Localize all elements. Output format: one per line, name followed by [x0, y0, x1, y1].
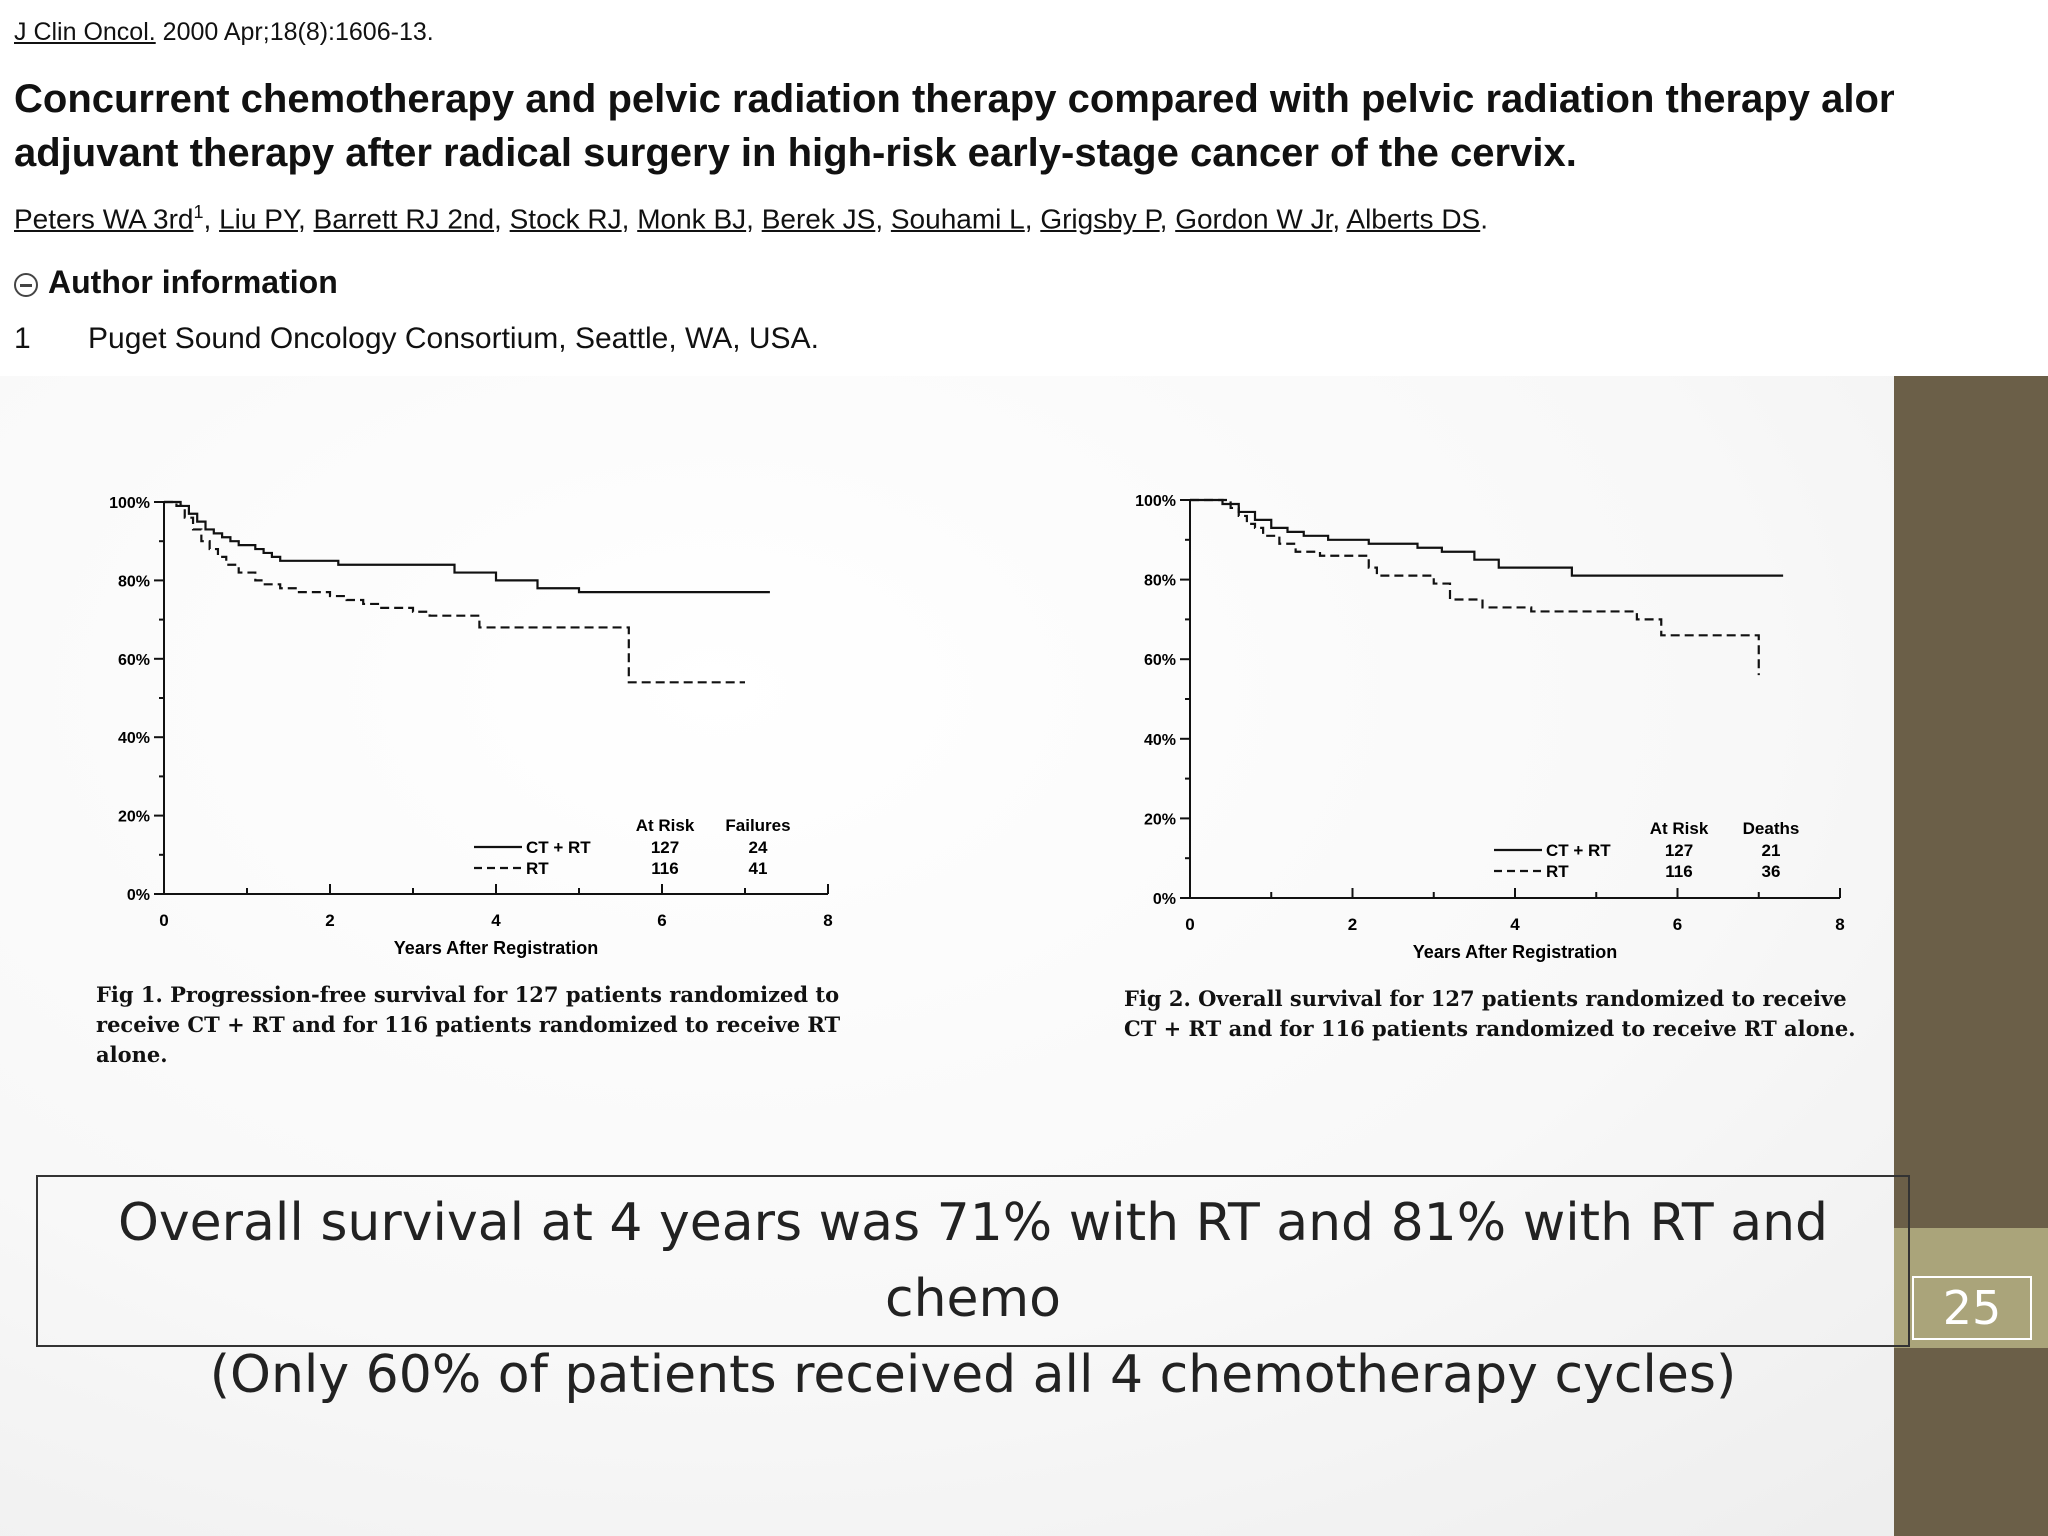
affiliation-number: 1	[14, 322, 31, 355]
fig1-caption: Fig 1. Progression-free survival for 127…	[96, 982, 841, 1067]
x-axis-label: Years After Registration	[394, 938, 598, 958]
x-tick-label: 0	[159, 911, 168, 930]
legend-header-at-risk: At Risk	[636, 816, 695, 835]
y-tick-label: 0%	[127, 887, 150, 904]
slide-sidebar	[1894, 0, 2048, 1536]
series-line-rt	[164, 500, 745, 684]
journal-citation: J Clin Oncol. 2000 Apr;18(8):1606-13.	[14, 18, 434, 47]
author-link[interactable]: Stock RJ	[509, 203, 622, 235]
pfs-chart: 0 2 4 6 80%20%40%60%80%100%Years After Regis…	[109, 495, 833, 958]
sidebar-top-blank	[1894, 0, 2048, 376]
author-link[interactable]: Alberts DS	[1346, 203, 1481, 235]
legend-series-name: CT + RT	[1546, 841, 1611, 860]
legend-at-risk-value: 116	[651, 859, 678, 878]
legend-series-name: RT	[526, 859, 549, 878]
legend-at-risk-value: 116	[1665, 862, 1692, 881]
affiliation-text: Puget Sound Oncology Consortium, Seattle…	[88, 322, 819, 355]
author-link[interactable]: Grigsby P	[1040, 203, 1160, 235]
x-tick-label: 8	[1835, 915, 1844, 934]
legend-series-name: CT + RT	[526, 838, 591, 857]
collapse-minus-icon[interactable]	[14, 272, 38, 297]
author-link[interactable]: Monk BJ	[637, 203, 747, 235]
summary-callout: Overall survival at 4 years was 71% with…	[36, 1175, 1910, 1405]
y-tick-label: 100%	[109, 495, 150, 512]
callout-line-2: (Only 60% of patients received all 4 che…	[209, 1345, 1737, 1405]
y-tick-label: 60%	[118, 652, 150, 669]
legend-series-name: RT	[1546, 862, 1569, 881]
x-tick-label: 2	[1348, 915, 1357, 934]
y-tick-label: 40%	[118, 730, 150, 747]
y-tick-label: 0%	[1153, 891, 1176, 908]
legend-at-risk-value: 127	[651, 838, 679, 857]
x-tick-label: 2	[325, 911, 334, 930]
os-chart: 0 2 4 6 80%20%40%60%80%100%Years After Regis…	[1135, 493, 1845, 962]
series-line-rt	[1190, 498, 1760, 676]
legend-events-value: 41	[749, 859, 768, 878]
page-number: 25	[1912, 1276, 2032, 1340]
citation-details: 2000 Apr;18(8):1606-13.	[155, 18, 434, 46]
x-axis-label: Years After Registration	[1413, 942, 1617, 962]
x-tick-label: 0	[1185, 915, 1194, 934]
legend-at-risk-value: 127	[1665, 841, 1693, 860]
y-tick-label: 80%	[1144, 573, 1176, 590]
y-tick-label: 80%	[118, 573, 150, 590]
legend-header-events: Deaths	[1743, 819, 1800, 838]
author-link[interactable]: Souhami L	[890, 203, 1025, 235]
x-tick-label: 4	[491, 911, 501, 930]
x-tick-label: 4	[1510, 915, 1520, 934]
author-superscript: 1	[193, 202, 204, 222]
author-link[interactable]: Liu PY	[219, 203, 298, 235]
legend-events-value: 24	[749, 838, 768, 857]
y-tick-label: 20%	[1144, 811, 1176, 828]
sidebar-accent-band	[1894, 1228, 2048, 1348]
author-link[interactable]: Berek JS	[761, 203, 876, 235]
x-tick-label: 6	[1673, 915, 1682, 934]
legend-events-value: 36	[1762, 862, 1781, 881]
y-tick-label: 20%	[118, 809, 150, 826]
author-info-label: Author information	[48, 264, 338, 300]
series-line-ct-rt	[1190, 498, 1784, 577]
y-tick-label: 40%	[1144, 732, 1176, 749]
legend-header-at-risk: At Risk	[1650, 819, 1709, 838]
legend-header-events: Failures	[725, 816, 790, 835]
y-tick-label: 100%	[1135, 493, 1176, 510]
x-tick-label: 6	[657, 911, 666, 930]
fig2-caption: Fig 2. Overall survival for 127 patients…	[1124, 986, 1856, 1041]
author-link[interactable]: Gordon W Jr	[1175, 203, 1333, 235]
callout-line-1: Overall survival at 4 years was 71% with…	[117, 1193, 1829, 1329]
journal-link[interactable]: J Clin Oncol.	[14, 18, 156, 46]
article-header: J Clin Oncol. 2000 Apr;18(8):1606-13. Co…	[0, 0, 1981, 376]
affiliation: 1 Puget Sound Oncology Consortium, Seattl…	[14, 322, 819, 356]
x-tick-label: 8	[823, 911, 832, 930]
article-title: Concurrent chemotherapy and pelvic radia…	[14, 77, 1982, 175]
legend-events-value: 21	[1762, 841, 1781, 860]
author-info-toggle[interactable]: Author information	[14, 264, 338, 301]
series-line-ct-rt	[164, 500, 770, 594]
author-list: Peters WA 3rd1, Liu PY, Barrett RJ 2nd, …	[14, 202, 1488, 235]
author-link[interactable]: Barrett RJ 2nd	[313, 203, 495, 235]
y-tick-label: 60%	[1144, 652, 1176, 669]
author-link[interactable]: Peters WA 3rd	[14, 203, 194, 235]
